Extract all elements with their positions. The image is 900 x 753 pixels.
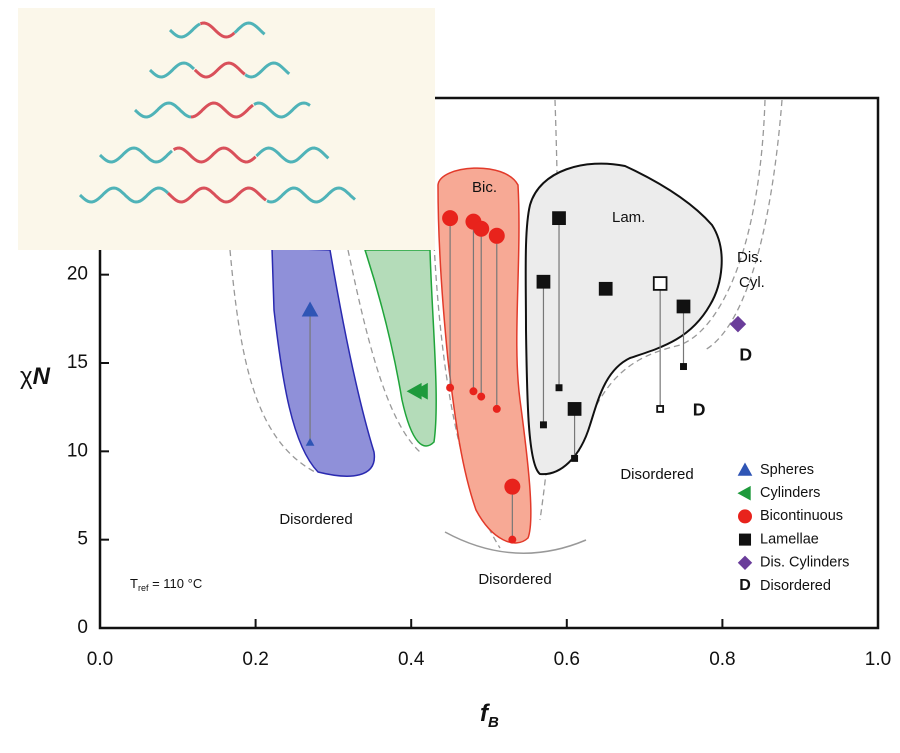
x-tick-label: 0.0: [87, 649, 113, 670]
y-label-n: N: [33, 363, 51, 390]
data-point: [652, 276, 668, 291]
annotation: Disordered: [279, 511, 352, 528]
x-label-sub: B: [488, 714, 499, 731]
legend-label: Bicontinuous: [760, 508, 843, 524]
transition-point: [477, 392, 486, 401]
data-point: [598, 281, 613, 296]
ref-sub: ref: [138, 583, 149, 593]
transition-point: [571, 454, 579, 462]
phase-regions: [229, 99, 783, 554]
y-tick-label: 10: [67, 440, 88, 461]
bicontinuous-region: [437, 167, 532, 544]
x-tick-label: 0.8: [709, 649, 735, 670]
transition-point: [446, 383, 455, 392]
disorder-boundary: [444, 531, 587, 554]
legend-symbol: [737, 555, 753, 571]
data-point: [488, 227, 505, 244]
data-point: D: [693, 399, 706, 419]
lamellae-region: [524, 162, 723, 476]
transition-point: [680, 363, 687, 371]
transition-point: [469, 387, 478, 396]
legend-symbol: [737, 462, 753, 476]
data-point: [729, 315, 747, 333]
x-tick-label: 1.0: [865, 649, 891, 670]
dashed-boundary: [429, 104, 501, 549]
transition-point: [305, 437, 315, 446]
wave: [98, 146, 173, 164]
data-point: D: [739, 345, 752, 365]
y-tick-label: 20: [67, 264, 88, 285]
wave: [233, 21, 266, 36]
y-tick-label: 15: [67, 352, 88, 373]
x-tick-label: 0.2: [242, 649, 268, 670]
annotation: Cyl.: [739, 274, 765, 291]
spheres-region: [271, 247, 376, 477]
annotation: Lam.: [612, 209, 645, 226]
transition-point: [492, 404, 501, 413]
wave: [266, 186, 356, 204]
reference-temperature: Tref = 110 °C: [130, 576, 202, 593]
data-point: [301, 301, 319, 317]
wave: [190, 101, 254, 119]
data-point: [473, 220, 490, 237]
wave: [255, 146, 330, 164]
y-axis-label: χN: [20, 363, 51, 390]
dashed-boundary: [704, 99, 783, 351]
wave: [168, 22, 201, 39]
dashed-boundary: [229, 249, 316, 473]
wave: [148, 61, 196, 79]
transition-point: [508, 535, 517, 544]
data-point: [676, 299, 691, 314]
wave: [193, 61, 246, 79]
data-point: [442, 210, 459, 227]
legend-symbol: D: [739, 577, 751, 594]
wave: [199, 21, 236, 39]
x-axis-label: fB: [480, 700, 499, 731]
legend-label: Cylinders: [760, 485, 820, 501]
legend-symbol: [738, 509, 752, 524]
x-tick-label: 0.6: [554, 649, 580, 670]
wave: [166, 186, 267, 204]
y-tick-label: 5: [77, 529, 88, 550]
legend-label: Lamellae: [760, 531, 819, 547]
ref-t: T: [130, 576, 138, 591]
wave: [78, 186, 170, 204]
legend-symbol: [738, 533, 752, 546]
transition-point: [656, 405, 665, 413]
legend-label: Dis. Cylinders: [760, 555, 849, 571]
y-tick-label: 0: [77, 617, 88, 638]
annotation: Bic.: [472, 179, 497, 196]
wave: [133, 101, 192, 119]
data-point: [552, 211, 566, 226]
legend-symbol: [737, 485, 751, 501]
dashed-boundary: [347, 249, 421, 453]
x-label-f: f: [480, 700, 490, 727]
wave: [172, 146, 257, 164]
data-point: [412, 382, 428, 400]
legend-label: Disordered: [760, 578, 831, 594]
wave: [253, 101, 311, 119]
x-tick-label: 0.4: [398, 649, 425, 670]
cylinders-region: [363, 249, 437, 447]
transition-point: [539, 421, 547, 429]
wave: [244, 61, 291, 79]
annotation: Disordered: [620, 466, 693, 483]
y-label-chi: χ: [20, 363, 33, 390]
data-point: [504, 478, 521, 495]
legend-label: Spheres: [760, 462, 814, 478]
data-point: [536, 274, 551, 289]
inset-illustration: [18, 8, 435, 250]
transition-point: [555, 384, 563, 392]
data-point: [567, 402, 582, 416]
annotation: Disordered: [478, 571, 551, 588]
ref-value: = 110 °C: [148, 576, 202, 591]
inset-background: [18, 8, 435, 250]
annotation: Dis.: [737, 249, 763, 266]
